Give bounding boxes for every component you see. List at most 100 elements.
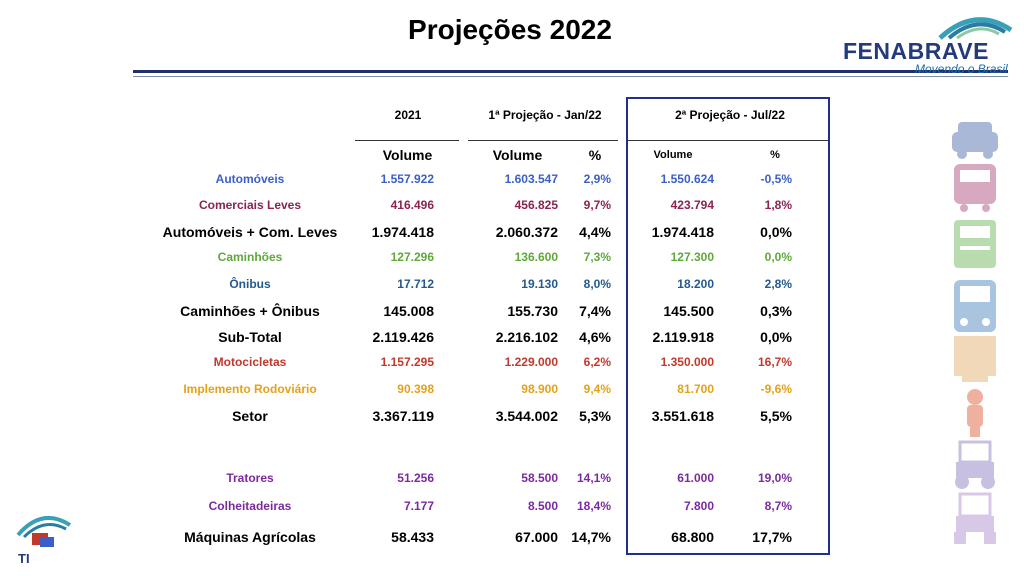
ti-logo: TI [14,505,74,569]
cell-pct-proj1: 14,7% [571,529,611,545]
cell-pct-proj1: 4,4% [579,224,611,240]
cell-volume-proj2: 7.800 [683,499,714,513]
cell-volume-proj2: 2.119.918 [652,329,714,345]
cell-pct-proj1: 4,6% [579,329,611,345]
cell-volume-proj1: 98.900 [521,382,558,396]
header-underline-proj2 [628,140,828,141]
row-label: Comerciais Leves [198,198,302,212]
cell-volume-proj1: 19.130 [521,277,558,291]
header-projection-2: 2ª Projeção - Jul/22 [675,108,785,122]
cell-volume-proj1: 3.544.002 [495,408,558,424]
harvester-icon [948,490,1002,551]
row-label: Setor [232,408,268,424]
table-row: Implemento Rodoviário 90.398 98.900 9,4% 81.… [0,382,1024,402]
cell-pct-proj2: 5,5% [760,408,792,424]
cell-pct-proj2: 8,7% [764,499,792,513]
cell-pct-proj1: 9,4% [583,382,611,396]
cell-pct-proj1: 8,0% [583,277,611,291]
projection-2-highlight [626,97,830,555]
cell-volume-2021: 1.974.418 [371,224,434,240]
van-icon [948,160,1002,221]
trailer-icon [948,334,1002,395]
motorcycle-icon [948,385,1002,446]
cell-volume-2021: 145.008 [383,303,434,319]
header-projection-1: 1ª Projeção - Jan/22 [488,108,602,122]
ti-logo-icon [16,516,72,547]
cell-volume-2021: 1.157.295 [380,355,434,369]
row-label: Caminhões [217,250,283,264]
truck-icon [948,216,1002,277]
cell-volume-2021: 2.119.426 [372,329,434,345]
cell-volume-proj2: 1.350.000 [660,355,714,369]
logo-swoosh-icon [938,17,1013,40]
cell-pct-proj2: -0,5% [760,172,792,186]
table-row: Tratores 51.256 58.500 14,1% 61.000 19,0% [0,471,1024,491]
table-row: Comerciais Leves 416.496 456.825 9,7% 423.79… [0,198,1024,218]
cell-volume-proj2: 423.794 [670,198,714,212]
title-divider [133,70,1008,73]
cell-volume-proj1: 136.600 [514,250,558,264]
header-2021: 2021 [394,108,422,122]
cell-volume-proj1: 2.060.372 [495,224,558,240]
header-underline-proj1 [468,140,618,141]
cell-volume-proj1: 1.603.547 [504,172,558,186]
subheader-volume-proj2: Volume [653,149,693,161]
table-row: Motocicletas 1.157.295 1.229.000 6,2% 1.350.… [0,355,1024,375]
table-row: Caminhões + Ônibus 145.008 155.730 7,4% 145.… [0,303,1024,323]
table-row: Setor 3.367.119 3.544.002 5,3% 3.551.618 5,5% [0,408,1024,428]
cell-volume-proj2: 127.300 [670,250,714,264]
cell-pct-proj2: 19,0% [757,471,792,485]
cell-pct-proj2: 0,0% [760,224,792,240]
cell-volume-proj2: 18.200 [677,277,714,291]
cell-volume-2021: 17.712 [397,277,434,291]
cell-pct-proj1: 2,9% [583,172,611,186]
row-label: Motocicletas [213,355,287,369]
cell-volume-proj1: 67.000 [515,529,558,545]
cell-pct-proj1: 14,1% [576,471,611,485]
logo-tagline: Movendo o Brasil [915,62,1008,76]
table-row: Máquinas Agrícolas 58.433 67.000 14,7% 68.80… [0,529,1024,549]
cell-volume-2021: 3.367.119 [372,408,434,424]
row-label: Automóveis + Com. Leves [162,224,338,240]
cell-pct-proj2: -9,6% [760,382,792,396]
table-row: Ônibus 17.712 19.130 8,0% 18.200 2,8% [0,277,1024,297]
cell-pct-proj1: 5,3% [579,408,611,424]
row-label: Automóveis [215,172,285,186]
row-label: Tratores [226,471,274,485]
subheader-volume-2021: Volume [382,147,433,163]
fenabrave-logo: FENABRAVE Movendo o Brasil [843,10,1013,80]
cell-volume-proj1: 2.216.102 [495,329,558,345]
cell-pct-proj2: 2,8% [764,277,792,291]
row-label: Máquinas Agrícolas [184,529,316,545]
cell-volume-proj1: 456.825 [514,198,558,212]
cell-volume-2021: 90.398 [397,382,434,396]
cell-pct-proj2: 0,0% [764,250,792,264]
row-label: Colheitadeiras [208,499,292,513]
cell-volume-proj1: 8.500 [527,499,558,513]
cell-volume-proj1: 1.229.000 [504,355,558,369]
cell-volume-2021: 58.433 [391,529,434,545]
cell-volume-proj1: 155.730 [507,303,558,319]
cell-volume-proj2: 68.800 [671,529,714,545]
table-row: Automóveis + Com. Leves 1.974.418 2.060.37… [0,224,1024,244]
cell-pct-proj1: 9,7% [583,198,611,212]
page-title: Projeções 2022 [408,14,612,45]
row-label: Ônibus [229,277,271,291]
cell-volume-proj2: 145.500 [663,303,714,319]
logo-text: FENABRAVE [843,38,989,64]
table-row: Automóveis 1.557.922 1.603.547 2,9% 1.550.62… [0,172,1024,192]
cell-pct-proj2: 0,3% [760,303,792,319]
ti-logo-label: TI [18,551,30,566]
tractor-icon [948,438,1002,499]
cell-pct-proj2: 0,0% [760,329,792,345]
cell-volume-2021: 1.557.922 [380,172,434,186]
row-label: Sub-Total [218,329,282,345]
subheader-pct-proj1: % [588,147,602,163]
cell-volume-proj2: 81.700 [677,382,714,396]
cell-pct-proj2: 1,8% [764,198,792,212]
title-divider-thin [133,76,1008,77]
table-row: Sub-Total 2.119.426 2.216.102 4,6% 2.119.918… [0,329,1024,349]
cell-volume-proj1: 58.500 [521,471,558,485]
cell-pct-proj2: 17,7% [752,529,792,545]
cell-volume-proj2: 3.551.618 [651,408,714,424]
